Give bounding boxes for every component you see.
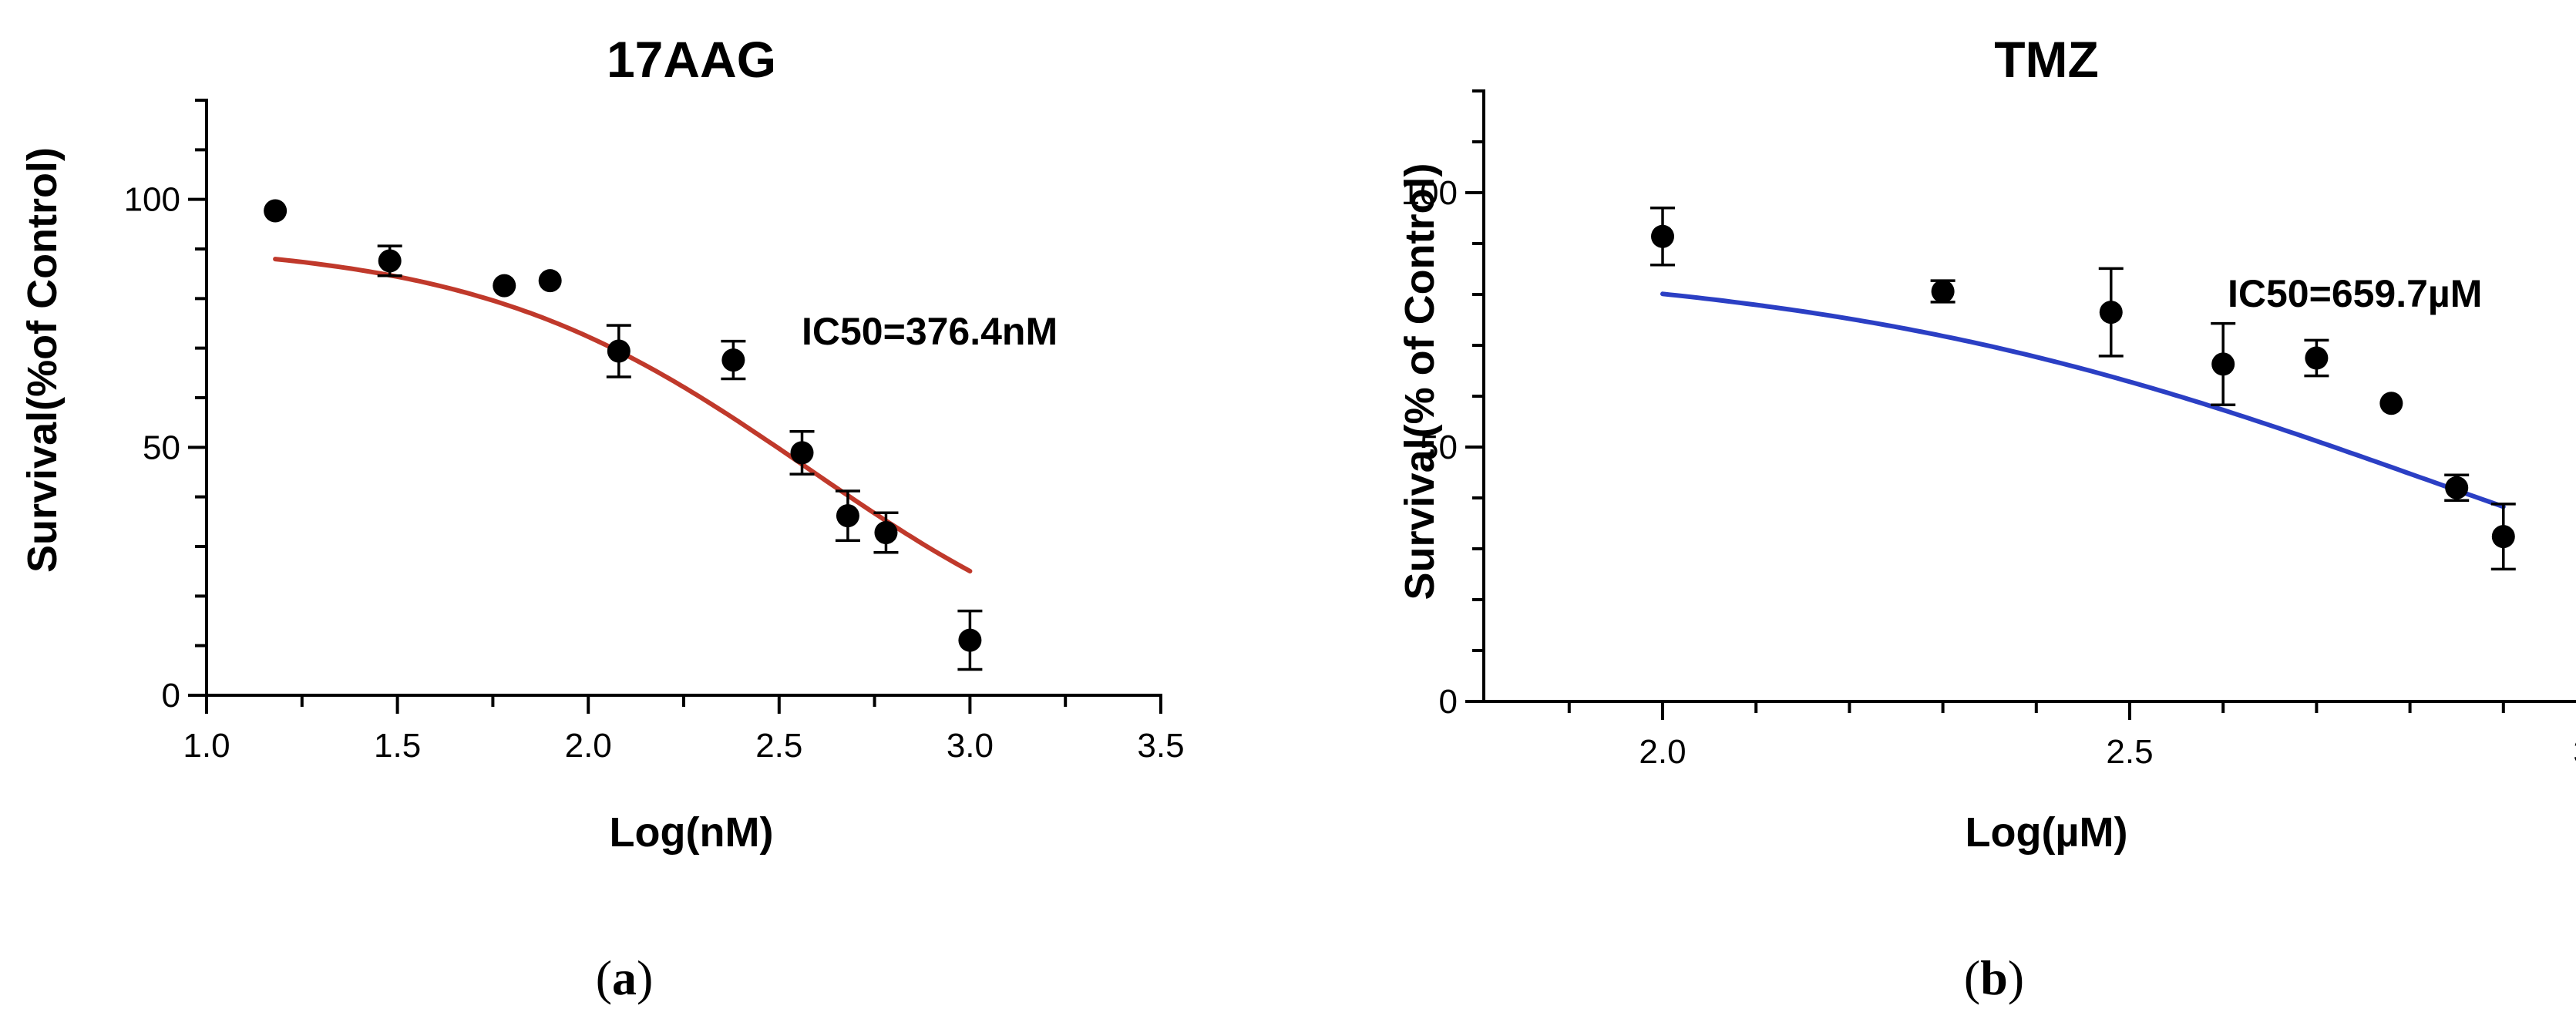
x-axis-title-b: Log(µM) bbox=[1965, 809, 2127, 856]
y-tick-label-a: 50 bbox=[143, 429, 180, 466]
data-point-b bbox=[2445, 476, 2469, 499]
panel-label-a-letter: a bbox=[612, 950, 637, 1005]
chart-panel-a: 17AAG 0 50 100 1.0 1.5 2.0 2.5 3.0 3.5 IC50=376.… bbox=[19, 31, 1185, 856]
marks-a: 0 50 100 1.0 1.5 2.0 2.5 3.0 3.5 bbox=[124, 99, 1185, 765]
panel-label-b-letter: b bbox=[1980, 950, 2008, 1005]
x-tick-label-a: 3.0 bbox=[947, 727, 994, 765]
data-point-a bbox=[874, 520, 898, 544]
y-tick-label-a: 100 bbox=[124, 181, 180, 219]
x-tick-label-a: 2.5 bbox=[755, 727, 802, 765]
data-point-b bbox=[1931, 280, 1955, 304]
data-point-b bbox=[2211, 352, 2235, 376]
x-axis-title-a: Log(nM) bbox=[610, 809, 774, 856]
fit-curve-a bbox=[273, 257, 973, 573]
y-tick-label-b: 0 bbox=[1439, 683, 1458, 721]
x-tick-label-a: 2.0 bbox=[565, 727, 612, 765]
y-tick-label-b: 50 bbox=[1420, 429, 1458, 466]
marks-b: 0 50 100 2.0 2.5 3.0 bbox=[1401, 89, 2576, 771]
x-tick-label-a: 3.5 bbox=[1137, 727, 1184, 765]
data-point-a bbox=[493, 274, 516, 298]
ic50-annotation-b: IC50=659.7µM bbox=[2228, 272, 2482, 315]
data-point-b bbox=[1651, 224, 1674, 248]
panel-label-a: (a) bbox=[596, 950, 654, 1005]
data-point-a bbox=[721, 348, 745, 372]
chart-title-a: 17AAG bbox=[607, 31, 776, 88]
chart-panel-b: TMZ 0 50 100 2.0 2.5 3.0 IC50=659.7µM Log(µM)… bbox=[1397, 31, 2576, 856]
y-tick-label-b: 100 bbox=[1401, 174, 1458, 212]
data-point-a bbox=[378, 249, 402, 273]
data-point-b bbox=[2305, 346, 2329, 370]
data-point-a bbox=[538, 269, 562, 293]
data-point-a bbox=[958, 628, 982, 652]
x-tick-label-a: 1.5 bbox=[374, 727, 421, 765]
x-tick-label-b: 3.0 bbox=[2573, 733, 2576, 771]
data-point-a bbox=[836, 504, 859, 528]
ic50-annotation-a: IC50=376.4nM bbox=[802, 310, 1058, 353]
data-point-a bbox=[790, 441, 814, 465]
y-axis-title-a: Survival(%of Control) bbox=[19, 147, 66, 573]
data-point-a bbox=[264, 199, 288, 223]
chart-title-b: TMZ bbox=[1994, 31, 2099, 88]
x-tick-label-b: 2.0 bbox=[1639, 733, 1686, 771]
x-tick-label-b: 2.5 bbox=[2106, 733, 2153, 771]
data-point-b bbox=[2379, 392, 2403, 415]
data-point-a bbox=[607, 339, 631, 363]
y-axis-title-b: Survival(% of Control) bbox=[1397, 163, 1443, 600]
data-point-b bbox=[2099, 301, 2123, 325]
fit-curve-b bbox=[1660, 291, 2506, 509]
data-point-b bbox=[2491, 525, 2515, 549]
panel-label-b: (b) bbox=[1964, 950, 2024, 1005]
y-tick-label-a: 0 bbox=[162, 677, 180, 715]
x-tick-label-a: 1.0 bbox=[183, 727, 230, 765]
